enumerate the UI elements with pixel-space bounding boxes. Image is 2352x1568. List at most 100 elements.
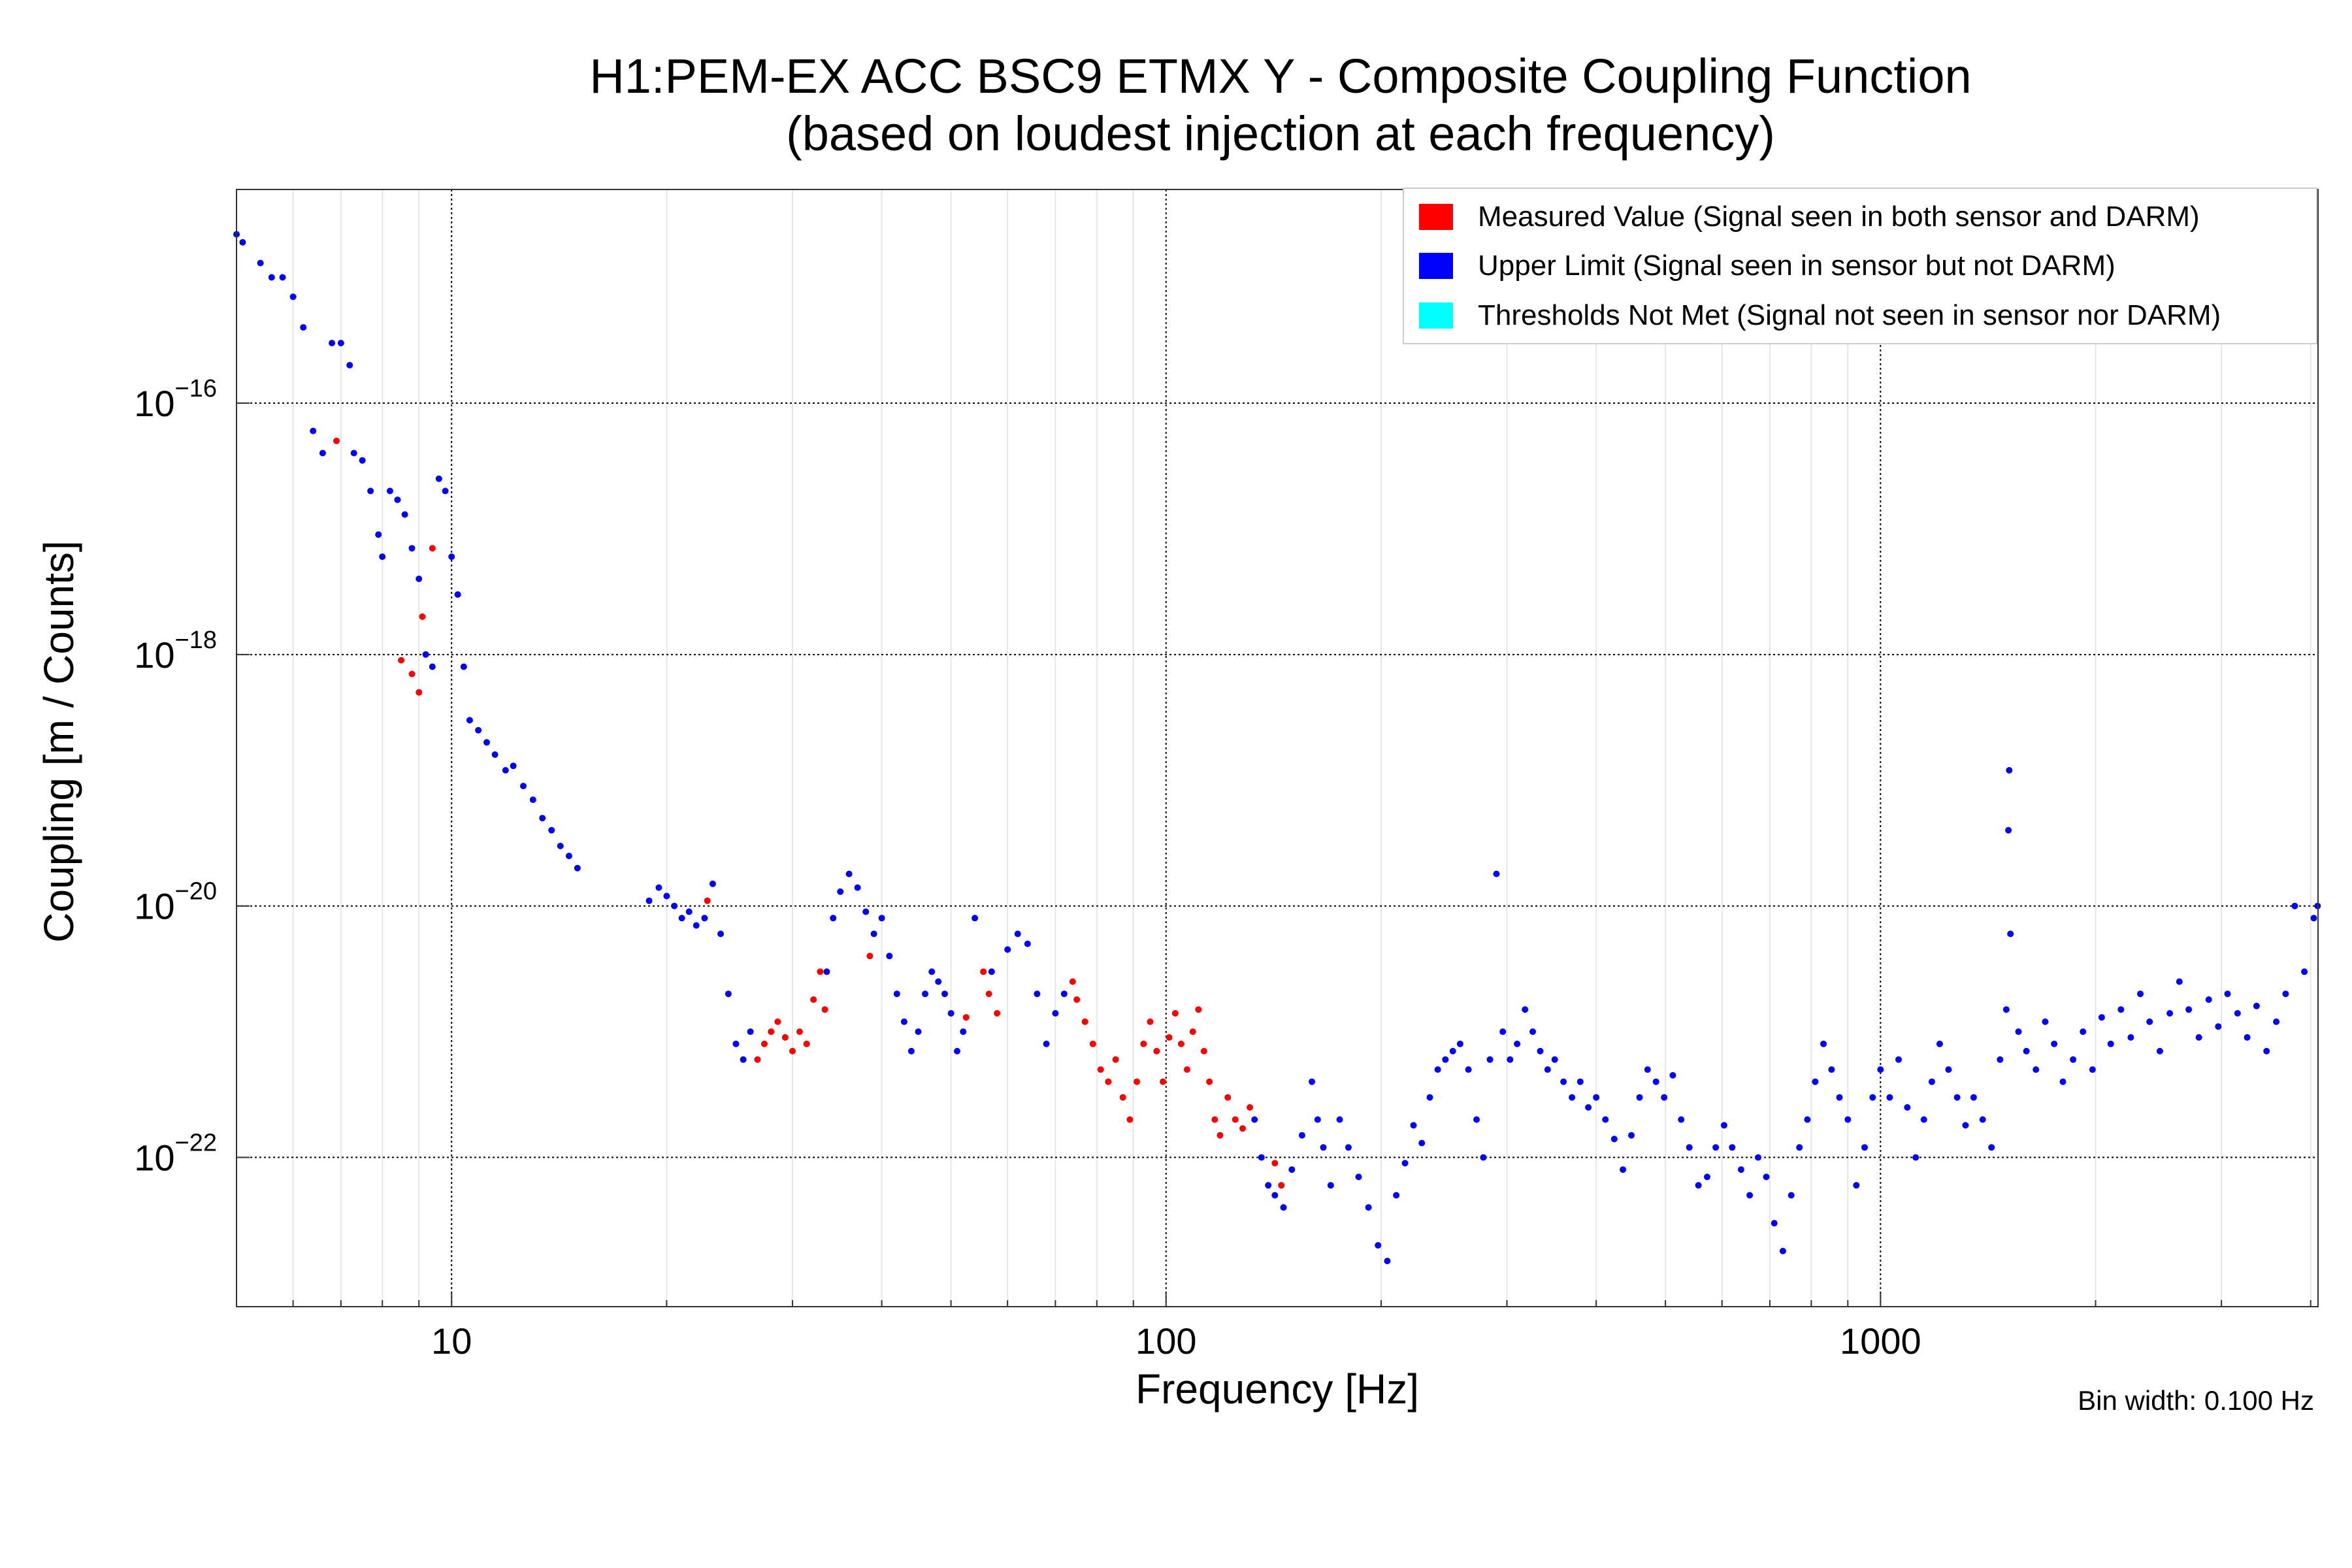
data-point-upper-limit: [1652, 1078, 1659, 1085]
data-point-measured-value: [1211, 1116, 1218, 1123]
data-point-upper-limit: [907, 1047, 915, 1054]
data-point-upper-limit: [1997, 1056, 2004, 1063]
data-point-upper-limit: [1804, 1116, 1811, 1123]
data-point-upper-limit: [1746, 1192, 1754, 1199]
data-point-upper-limit: [2137, 990, 2144, 998]
data-point-upper-limit: [645, 897, 653, 904]
data-point-upper-limit: [900, 1018, 907, 1025]
data-point-upper-limit: [922, 990, 928, 998]
data-point-measured-value: [1200, 1047, 1207, 1054]
data-point-upper-limit: [1886, 1094, 1893, 1101]
data-point-upper-limit: [1686, 1144, 1693, 1151]
data-point-upper-limit: [448, 553, 455, 561]
data-point-upper-limit: [1712, 1144, 1720, 1151]
data-point-upper-limit: [2033, 1066, 2040, 1073]
data-point-upper-limit: [1365, 1204, 1372, 1211]
data-point-upper-limit: [1877, 1066, 1884, 1073]
data-point-upper-limit: [947, 1010, 955, 1017]
data-point-upper-limit: [401, 511, 408, 518]
data-point-measured-value: [1147, 1018, 1154, 1025]
data-point-measured-value: [1089, 1040, 1096, 1047]
data-point-upper-limit: [1375, 1242, 1382, 1249]
data-point-measured-value: [1239, 1125, 1246, 1132]
data-point-upper-limit: [878, 915, 885, 922]
data-point-upper-limit: [830, 915, 837, 922]
data-point-upper-limit: [1507, 1056, 1514, 1063]
data-point-upper-limit: [1861, 1144, 1868, 1151]
data-point-upper-limit: [239, 238, 246, 246]
data-point-upper-limit: [359, 457, 366, 464]
data-point-upper-limit: [1251, 1116, 1258, 1123]
data-point-upper-limit: [279, 274, 286, 281]
data-point-upper-limit: [1014, 930, 1021, 938]
y-tick-label: 10−20: [134, 878, 217, 927]
data-point-upper-limit: [2042, 1018, 2049, 1025]
data-point-upper-limit: [350, 449, 357, 457]
data-point-upper-limit: [466, 717, 473, 724]
data-point-upper-limit: [1473, 1116, 1480, 1123]
data-point-measured-value: [1073, 996, 1081, 1003]
data-point-measured-value: [1119, 1094, 1126, 1101]
data-point-upper-limit: [693, 922, 700, 929]
data-point-measured-value: [754, 1056, 761, 1063]
data-point-upper-limit: [1034, 990, 1041, 998]
data-point-upper-limit: [1610, 1135, 1618, 1143]
data-point-upper-limit: [2070, 1056, 2077, 1063]
data-point-measured-value: [1134, 1078, 1140, 1085]
data-point-upper-limit: [1812, 1078, 1819, 1085]
data-point-upper-limit: [1258, 1154, 1265, 1161]
data-point-upper-limit: [935, 978, 942, 985]
data-point-upper-limit: [1060, 990, 1068, 998]
data-point-upper-limit: [257, 259, 264, 267]
data-point-upper-limit: [2156, 1047, 2163, 1054]
x-tick-label: 1000: [1840, 1320, 1921, 1362]
data-point-upper-limit: [928, 968, 936, 975]
data-point-measured-value: [781, 1034, 789, 1041]
data-point-upper-limit: [988, 968, 995, 975]
data-point-upper-limit: [1779, 1247, 1786, 1254]
data-point-upper-limit: [2185, 1006, 2193, 1013]
data-point-upper-limit: [1729, 1144, 1736, 1151]
data-point-measured-value: [789, 1047, 796, 1054]
data-point-upper-limit: [1585, 1104, 1592, 1111]
data-point-upper-limit: [1962, 1122, 1969, 1129]
data-point-measured-value: [1126, 1116, 1134, 1123]
data-point-upper-limit: [1393, 1192, 1400, 1199]
data-point-upper-limit: [1410, 1122, 1417, 1129]
legend-swatch-upper-limit: [1419, 253, 1453, 279]
data-point-measured-value: [333, 437, 340, 444]
data-point-upper-limit: [460, 663, 467, 670]
data-point-upper-limit: [1314, 1116, 1321, 1123]
data-point-upper-limit: [837, 888, 844, 895]
data-point-upper-limit: [1514, 1040, 1521, 1047]
data-point-upper-limit: [701, 915, 708, 922]
data-point-upper-limit: [1320, 1144, 1327, 1151]
data-point-measured-value: [1271, 1160, 1279, 1167]
data-point-upper-limit: [1271, 1192, 1279, 1199]
data-point-upper-limit: [1544, 1066, 1551, 1073]
data-point-upper-limit: [574, 864, 581, 872]
data-point-upper-limit: [954, 1047, 960, 1054]
data-point-upper-limit: [2005, 826, 2012, 834]
data-point-upper-limit: [429, 663, 436, 670]
data-point-upper-limit: [1480, 1154, 1487, 1161]
data-point-measured-value: [994, 1010, 1001, 1017]
data-point-upper-limit: [1636, 1094, 1643, 1101]
data-point-upper-limit: [394, 497, 401, 503]
data-point-upper-limit: [2089, 1066, 2096, 1073]
chart-title-line-2: (based on loudest injection at each freq…: [786, 106, 1775, 161]
data-point-measured-value: [803, 1040, 810, 1047]
data-point-upper-limit: [1644, 1066, 1651, 1073]
y-tick-label: 10−16: [134, 375, 217, 424]
data-point-upper-limit: [2301, 968, 2308, 975]
data-point-measured-value: [1097, 1066, 1104, 1073]
data-point-upper-limit: [329, 340, 335, 347]
data-point-upper-limit: [375, 531, 382, 538]
data-point-measured-value: [796, 1028, 803, 1036]
data-point-upper-limit: [2007, 930, 2014, 938]
data-point-upper-limit: [310, 427, 317, 434]
data-point-upper-limit: [1988, 1144, 1995, 1151]
data-point-upper-limit: [1979, 1116, 1986, 1123]
data-point-upper-limit: [1755, 1154, 1761, 1161]
